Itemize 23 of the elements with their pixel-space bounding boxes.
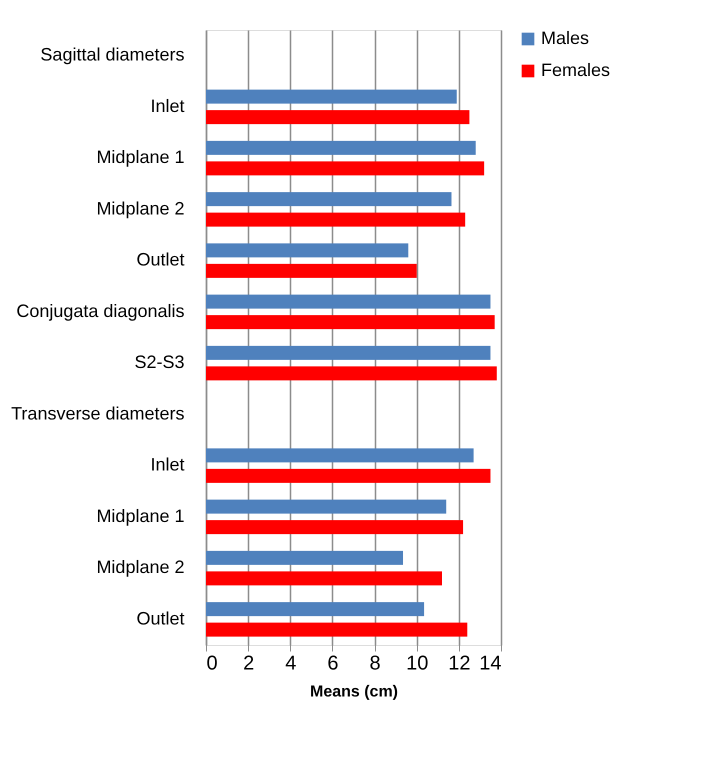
y-tick-label: Inlet [150,96,184,116]
x-tick-label: 2 [243,652,254,674]
x-tick-label: 14 [479,652,502,674]
y-tick-label: Sagittal diameters [40,44,184,65]
y-tick-label: Outlet [136,608,184,628]
x-axis-title: Means (cm) [310,684,398,700]
x-tick-label: 12 [448,652,470,674]
x-tick-label: 6 [327,652,338,674]
x-tick-label: 10 [406,652,428,674]
x-tick-label: 8 [370,652,381,674]
y-tick-label: Transverse diameters [11,403,184,424]
y-tick-label: Outlet [136,250,184,270]
x-tick-label: 4 [285,652,296,674]
y-tick-label: Midplane 1 [96,147,184,168]
x-tick-label: 0 [206,652,218,674]
y-tick-label: S2-S3 [134,352,184,372]
y-tick-label: Midplane 1 [96,506,184,526]
legend-label: Females [541,60,610,80]
y-tick-label: Conjugata diagonalis [16,300,184,321]
y-tick-label: Midplane 2 [96,198,184,218]
legend-label: Males [541,28,590,48]
y-tick-label: Inlet [150,454,184,475]
y-tick-label: Midplane 2 [96,557,184,578]
